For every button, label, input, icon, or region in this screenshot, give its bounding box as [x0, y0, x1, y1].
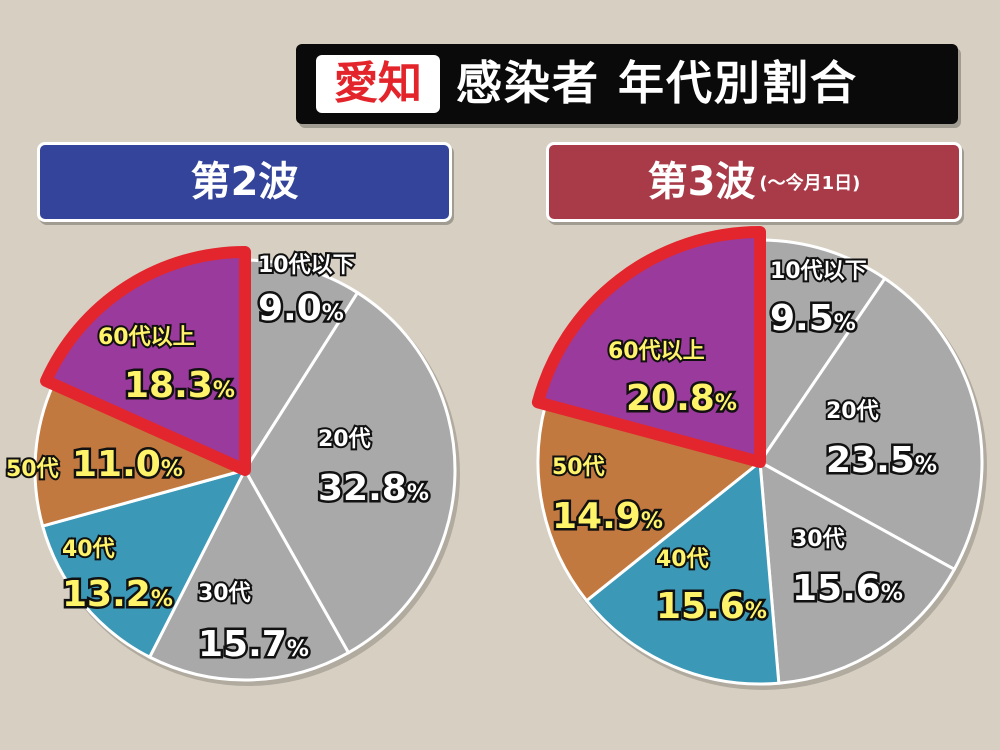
pie-slice-1-1	[758, 276, 984, 571]
chart-title-wave2: 第2波	[37, 142, 452, 222]
percent-sign: %	[715, 391, 737, 416]
percent-sign: %	[641, 509, 663, 534]
pie-slice-1-3	[585, 460, 781, 686]
percent-sign: %	[151, 587, 173, 612]
slice-value-label-1-3: 15.6%	[656, 586, 767, 627]
chart-title-wave3: 第3波 (〜今月1日)	[546, 142, 962, 222]
pie-slice-1-0	[758, 238, 887, 464]
pie-slice-1-4	[536, 402, 762, 603]
slice-category-label-0-1: 20代	[318, 427, 371, 452]
slice-category-label-0-2: 30代	[198, 581, 251, 606]
pie-slice-0-2	[148, 468, 350, 682]
chart-title-wave3-text: 第3波	[647, 159, 756, 205]
percent-sign: %	[322, 301, 344, 326]
slice-category-label-0-3: 40代	[62, 537, 115, 562]
slice-category-label-1-5: 60代以上	[608, 339, 705, 364]
pie-chart-1: 10代以下9.5%20代23.5%30代15.6%40代15.6%50代14.9…	[531, 226, 987, 690]
pie-slice-1-2	[758, 460, 956, 685]
percent-sign: %	[881, 581, 903, 606]
pie-slice-highlight-0	[40, 246, 251, 476]
slice-category-label-0-5: 60代以上	[98, 325, 195, 350]
percent-sign: %	[287, 637, 309, 662]
percent-sign: %	[407, 481, 429, 506]
slice-category-label-0-4: 50代	[6, 457, 59, 482]
percent-sign: %	[213, 378, 235, 403]
percent-sign: %	[745, 599, 767, 624]
percent-sign: %	[161, 457, 183, 482]
percent-sign: %	[834, 311, 856, 336]
slice-category-label-1-2: 30代	[792, 527, 845, 552]
pie-slice-highlight-1	[531, 226, 766, 468]
percent-sign: %	[915, 453, 937, 478]
pie-slice-0-4	[33, 382, 247, 528]
pie-slice-0-1	[243, 291, 457, 655]
slice-category-label-0-0: 10代以下	[258, 253, 355, 278]
title-badge: 愛知	[316, 55, 440, 113]
chart-title-wave2-text: 第2波	[190, 159, 299, 205]
slice-category-label-1-1: 20代	[826, 399, 879, 424]
chart-subtitle-wave3: (〜今月1日)	[759, 173, 861, 194]
slice-category-label-1-3: 40代	[656, 547, 709, 572]
slice-category-label-1-0: 10代以下	[770, 259, 867, 284]
slice-category-label-1-4: 50代	[552, 455, 605, 480]
slice-value-label-0-4: 11.0%	[72, 444, 183, 485]
pie-slice-0-3	[41, 468, 247, 659]
page-title: 感染者 年代別割合	[456, 56, 859, 110]
